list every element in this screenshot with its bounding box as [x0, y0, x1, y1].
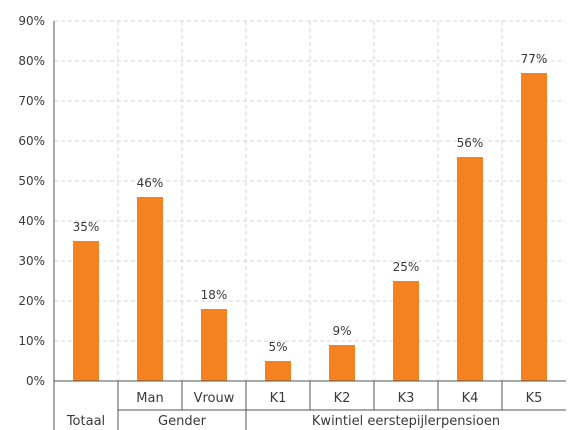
- group-label: Gender: [158, 414, 207, 429]
- bar: [457, 157, 483, 381]
- data-labels: 35% 46% 18% 5% 9% 25% 56% 77%: [73, 52, 548, 354]
- bars: [73, 73, 547, 381]
- bar: [201, 309, 227, 381]
- bar: [393, 281, 419, 381]
- data-label: 77%: [521, 52, 548, 66]
- category-label: Man: [136, 391, 163, 406]
- data-label: 25%: [393, 260, 420, 274]
- y-tick-label: 90%: [18, 14, 45, 28]
- y-tick-label: 0%: [26, 374, 45, 388]
- bar: [521, 73, 547, 381]
- category-label: K2: [334, 391, 351, 406]
- bar: [73, 241, 99, 381]
- bar: [137, 197, 163, 381]
- category-label: Vrouw: [194, 391, 235, 406]
- data-label: 46%: [137, 176, 164, 190]
- y-tick-label: 30%: [18, 254, 45, 268]
- data-label: 18%: [201, 288, 228, 302]
- y-tick-label: 50%: [18, 174, 45, 188]
- category-label: K4: [462, 391, 479, 406]
- bar: [265, 361, 291, 381]
- bar: [329, 345, 355, 381]
- data-label: 5%: [268, 340, 287, 354]
- data-label: 56%: [457, 136, 484, 150]
- y-tick-label: 70%: [18, 94, 45, 108]
- x-axis: Man Vrouw K1 K2 K3 K4 K5 Totaal Gender Kwintiel e…: [53, 380, 566, 430]
- data-label: 35%: [73, 220, 100, 234]
- y-tick-label: 60%: [18, 134, 45, 148]
- group-label: Kwintiel eerstepijlerpensioen: [312, 414, 500, 429]
- y-tick-label: 20%: [18, 294, 45, 308]
- y-tick-label: 80%: [18, 54, 45, 68]
- group-label: Totaal: [66, 414, 105, 429]
- y-axis: 0% 10% 20% 30% 40% 50% 60% 70% 80% 90%: [18, 14, 55, 388]
- category-label: K1: [270, 391, 287, 406]
- gridlines: [54, 20, 566, 381]
- category-label: K5: [526, 391, 543, 406]
- y-tick-label: 10%: [18, 334, 45, 348]
- category-label: K3: [398, 391, 415, 406]
- data-label: 9%: [332, 324, 351, 338]
- y-tick-label: 40%: [18, 214, 45, 228]
